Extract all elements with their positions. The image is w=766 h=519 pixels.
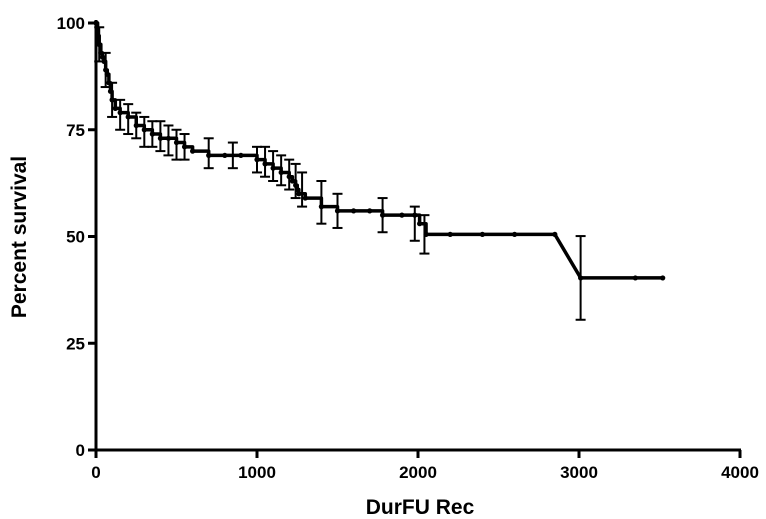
- censor-point-18: [165, 135, 172, 141]
- y-tick-label-50: 50: [66, 228, 85, 247]
- censor-point-42: [417, 221, 423, 227]
- censor-point-33: [296, 191, 302, 197]
- censor-point-46: [511, 231, 518, 237]
- censor-point-49: [632, 275, 638, 281]
- error-bars: [94, 26, 586, 321]
- y-tick-label-75: 75: [66, 121, 85, 140]
- censor-point-2: [96, 41, 102, 47]
- series-group: [93, 20, 666, 281]
- censor-point-5: [101, 58, 107, 65]
- censor-point-15: [141, 127, 147, 133]
- x-tick-label-4000: 4000: [721, 463, 759, 482]
- censor-point-40: [399, 212, 405, 218]
- censor-point-44: [447, 231, 453, 237]
- censor-point-11: [112, 105, 118, 111]
- censor-point-14: [133, 122, 139, 129]
- censor-point-28: [278, 169, 284, 176]
- series-line-0: [95, 21, 663, 280]
- censor-point-30: [289, 178, 296, 184]
- censor-point-13: [125, 114, 131, 120]
- censor-point-35: [318, 204, 324, 210]
- censor-point-27: [270, 165, 276, 171]
- censor-point-25: [254, 157, 260, 163]
- censor-point-4: [99, 54, 106, 60]
- censor-point-37: [351, 208, 357, 214]
- censor-point-20: [181, 144, 188, 150]
- censor-point-50: [660, 275, 666, 281]
- axes: [88, 20, 742, 458]
- censor-point-6: [103, 67, 109, 73]
- x-tick-label-2000: 2000: [399, 463, 437, 482]
- censor-point-19: [173, 139, 180, 146]
- censor-point-47: [552, 231, 558, 237]
- y-tick-label-100: 100: [57, 14, 85, 33]
- censor-point-45: [479, 231, 485, 237]
- censor-point-29: [286, 174, 292, 180]
- censor-point-7: [104, 71, 110, 77]
- x-tick-label-3000: 3000: [560, 463, 598, 482]
- censor-point-9: [107, 88, 114, 94]
- censor-point-3: [98, 50, 104, 56]
- censor-point-1: [95, 33, 101, 39]
- x-axis-title: DurFU Rec: [366, 496, 475, 519]
- censor-point-8: [106, 80, 112, 86]
- y-tick-label-25: 25: [66, 334, 85, 353]
- censor-point-24: [238, 152, 244, 158]
- censor-point-39: [379, 212, 386, 218]
- censor-point-32: [294, 186, 300, 193]
- censor-point-0: [93, 20, 99, 26]
- censor-point-23: [222, 152, 228, 158]
- censor-point-22: [206, 152, 212, 158]
- x-tick-label-0: 0: [91, 463, 100, 482]
- censor-point-38: [367, 208, 373, 214]
- y-axis-title: Percent survival: [8, 156, 31, 318]
- censor-point-10: [109, 97, 115, 103]
- censor-point-43: [423, 231, 429, 237]
- censor-point-12: [117, 110, 123, 116]
- censor-point-31: [293, 182, 299, 188]
- censor-point-26: [262, 161, 268, 167]
- censor-point-34: [302, 195, 308, 201]
- y-tick-label-0: 0: [76, 441, 85, 460]
- censor-point-21: [190, 148, 196, 154]
- censor-point-16: [149, 131, 155, 137]
- x-tick-label-1000: 1000: [238, 463, 276, 482]
- censor-point-36: [334, 208, 341, 214]
- censor-point-48: [578, 275, 584, 281]
- censor-point-41: [412, 212, 418, 218]
- censor-point-17: [157, 135, 163, 141]
